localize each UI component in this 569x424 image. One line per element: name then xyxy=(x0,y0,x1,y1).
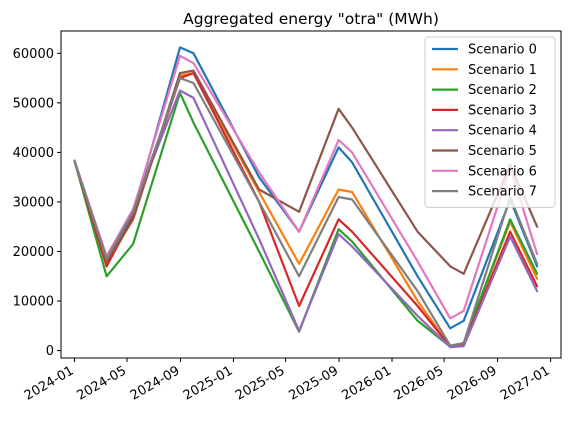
x-tick-label: 2027-01 xyxy=(498,363,553,403)
x-tick-label: 2025-05 xyxy=(233,363,288,403)
y-tick-label: 20000 xyxy=(13,245,54,260)
x-tick-label: 2024-05 xyxy=(74,363,129,403)
chart-title: Aggregated energy "otra" (MWh) xyxy=(183,10,439,28)
y-axis: 0 10000 20000 30000 40000 50000 60000 xyxy=(13,47,61,359)
series-line-5 xyxy=(73,69,539,275)
legend-label: Scenario 1 xyxy=(468,63,537,78)
legend-label: Scenario 2 xyxy=(468,83,537,98)
x-tick-label: 2024-09 xyxy=(128,363,183,403)
x-tick-label: 2026-09 xyxy=(445,363,500,403)
x-tick-label: 2026-01 xyxy=(339,363,394,403)
legend-box xyxy=(424,36,556,208)
y-tick-label: 0 xyxy=(46,344,54,359)
x-tick-label: 2025-01 xyxy=(181,363,236,403)
legend-label: Scenario 4 xyxy=(468,124,537,139)
plot-frame xyxy=(60,30,562,359)
legend-label: Scenario 6 xyxy=(468,164,537,179)
y-tick-label: 50000 xyxy=(13,96,54,111)
legend: Scenario 0 Scenario 1 Scenario 2 Scenario 3… xyxy=(424,36,556,208)
y-tick-label: 10000 xyxy=(13,295,54,310)
series-lines xyxy=(73,46,539,349)
x-tick-label: 2024-01 xyxy=(22,363,77,403)
series-line-6 xyxy=(73,54,539,320)
y-tick-label: 60000 xyxy=(13,47,54,62)
legend-label: Scenario 5 xyxy=(468,144,537,159)
legend-label: Scenario 7 xyxy=(468,185,537,200)
x-tick-label: 2026-05 xyxy=(392,363,447,403)
y-tick-label: 40000 xyxy=(13,146,54,161)
legend-label: Scenario 3 xyxy=(468,103,537,118)
x-axis: 2024-012024-052024-092025-012025-052025-… xyxy=(22,358,553,404)
y-tick-label: 30000 xyxy=(13,195,54,210)
x-tick-label: 2025-09 xyxy=(286,363,341,403)
legend-label: Scenario 0 xyxy=(468,43,537,58)
series-line-7 xyxy=(73,76,539,347)
